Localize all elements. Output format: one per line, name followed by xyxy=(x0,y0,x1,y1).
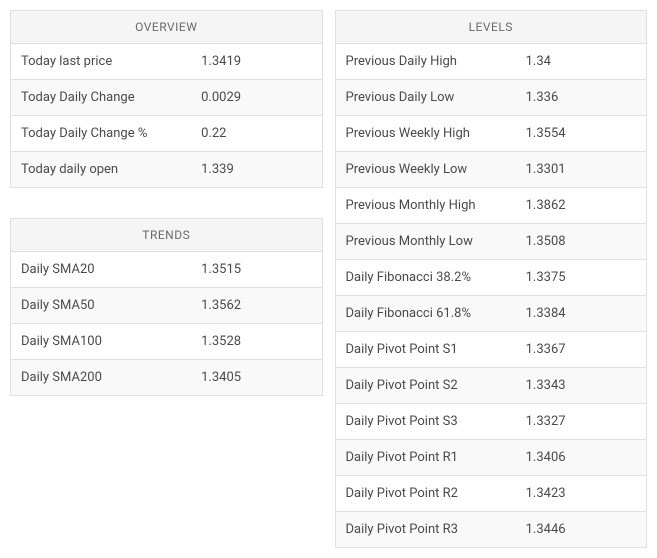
levels-panel: LEVELS Previous Daily High 1.34 Previous… xyxy=(335,10,648,548)
row-label: Daily Pivot Point S1 xyxy=(336,332,516,367)
row-label: Daily Fibonacci 61.8% xyxy=(336,296,516,331)
row-value: 1.3423 xyxy=(516,476,646,511)
table-row: Daily SMA100 1.3528 xyxy=(11,324,322,360)
row-value: 1.3301 xyxy=(516,152,646,187)
row-value: 1.3515 xyxy=(191,252,321,287)
row-value: 1.3446 xyxy=(516,512,646,547)
row-label: Today Daily Change xyxy=(11,80,191,115)
overview-panel: OVERVIEW Today last price 1.3419 Today D… xyxy=(10,10,323,188)
row-value: 1.3384 xyxy=(516,296,646,331)
row-label: Today daily open xyxy=(11,152,191,187)
row-label: Daily Pivot Point S3 xyxy=(336,404,516,439)
row-label: Daily Pivot Point S2 xyxy=(336,368,516,403)
row-value: 1.3419 xyxy=(191,44,321,79)
row-value: 1.3405 xyxy=(191,360,321,395)
table-row: Daily Pivot Point R1 1.3406 xyxy=(336,440,647,476)
row-label: Previous Weekly High xyxy=(336,116,516,151)
row-label: Daily SMA200 xyxy=(11,360,191,395)
overview-rows: Today last price 1.3419 Today Daily Chan… xyxy=(11,44,322,187)
row-value: 0.0029 xyxy=(191,80,321,115)
row-value: 1.3562 xyxy=(191,288,321,323)
row-value: 1.34 xyxy=(516,44,646,79)
table-row: Daily SMA20 1.3515 xyxy=(11,252,322,288)
row-value: 1.3327 xyxy=(516,404,646,439)
trends-panel: TRENDS Daily SMA20 1.3515 Daily SMA50 1.… xyxy=(10,218,323,396)
table-row: Today daily open 1.339 xyxy=(11,152,322,187)
levels-title: LEVELS xyxy=(336,11,647,44)
row-label: Previous Daily High xyxy=(336,44,516,79)
table-row: Daily SMA50 1.3562 xyxy=(11,288,322,324)
row-value: 1.336 xyxy=(516,80,646,115)
row-label: Previous Weekly Low xyxy=(336,152,516,187)
table-row: Daily Fibonacci 61.8% 1.3384 xyxy=(336,296,647,332)
overview-title: OVERVIEW xyxy=(11,11,322,44)
levels-rows: Previous Daily High 1.34 Previous Daily … xyxy=(336,44,647,547)
row-value: 1.3375 xyxy=(516,260,646,295)
row-label: Daily SMA20 xyxy=(11,252,191,287)
left-column: OVERVIEW Today last price 1.3419 Today D… xyxy=(10,10,323,396)
row-value: 1.3862 xyxy=(516,188,646,223)
row-value: 0.22 xyxy=(191,116,321,151)
table-row: Today last price 1.3419 xyxy=(11,44,322,80)
row-value: 1.3367 xyxy=(516,332,646,367)
row-value: 1.3343 xyxy=(516,368,646,403)
table-row: Previous Weekly Low 1.3301 xyxy=(336,152,647,188)
row-label: Daily SMA50 xyxy=(11,288,191,323)
table-row: Today Daily Change 0.0029 xyxy=(11,80,322,116)
table-row: Daily SMA200 1.3405 xyxy=(11,360,322,395)
table-row: Daily Pivot Point R2 1.3423 xyxy=(336,476,647,512)
row-label: Daily Pivot Point R2 xyxy=(336,476,516,511)
tables-container: OVERVIEW Today last price 1.3419 Today D… xyxy=(10,10,647,548)
trends-title: TRENDS xyxy=(11,219,322,252)
row-label: Today Daily Change % xyxy=(11,116,191,151)
row-label: Daily Pivot Point R3 xyxy=(336,512,516,547)
row-label: Daily SMA100 xyxy=(11,324,191,359)
row-label: Today last price xyxy=(11,44,191,79)
row-value: 1.3406 xyxy=(516,440,646,475)
row-label: Daily Pivot Point R1 xyxy=(336,440,516,475)
table-row: Previous Monthly High 1.3862 xyxy=(336,188,647,224)
row-value: 1.3554 xyxy=(516,116,646,151)
row-label: Previous Monthly Low xyxy=(336,224,516,259)
table-row: Daily Pivot Point S3 1.3327 xyxy=(336,404,647,440)
right-column: LEVELS Previous Daily High 1.34 Previous… xyxy=(335,10,648,548)
table-row: Daily Pivot Point S2 1.3343 xyxy=(336,368,647,404)
table-row: Today Daily Change % 0.22 xyxy=(11,116,322,152)
table-row: Previous Monthly Low 1.3508 xyxy=(336,224,647,260)
table-row: Daily Fibonacci 38.2% 1.3375 xyxy=(336,260,647,296)
table-row: Daily Pivot Point R3 1.3446 xyxy=(336,512,647,547)
row-value: 1.3508 xyxy=(516,224,646,259)
table-row: Previous Daily High 1.34 xyxy=(336,44,647,80)
row-label: Previous Monthly High xyxy=(336,188,516,223)
row-label: Daily Fibonacci 38.2% xyxy=(336,260,516,295)
row-label: Previous Daily Low xyxy=(336,80,516,115)
table-row: Daily Pivot Point S1 1.3367 xyxy=(336,332,647,368)
table-row: Previous Weekly High 1.3554 xyxy=(336,116,647,152)
trends-rows: Daily SMA20 1.3515 Daily SMA50 1.3562 Da… xyxy=(11,252,322,395)
row-value: 1.339 xyxy=(191,152,321,187)
row-value: 1.3528 xyxy=(191,324,321,359)
table-row: Previous Daily Low 1.336 xyxy=(336,80,647,116)
